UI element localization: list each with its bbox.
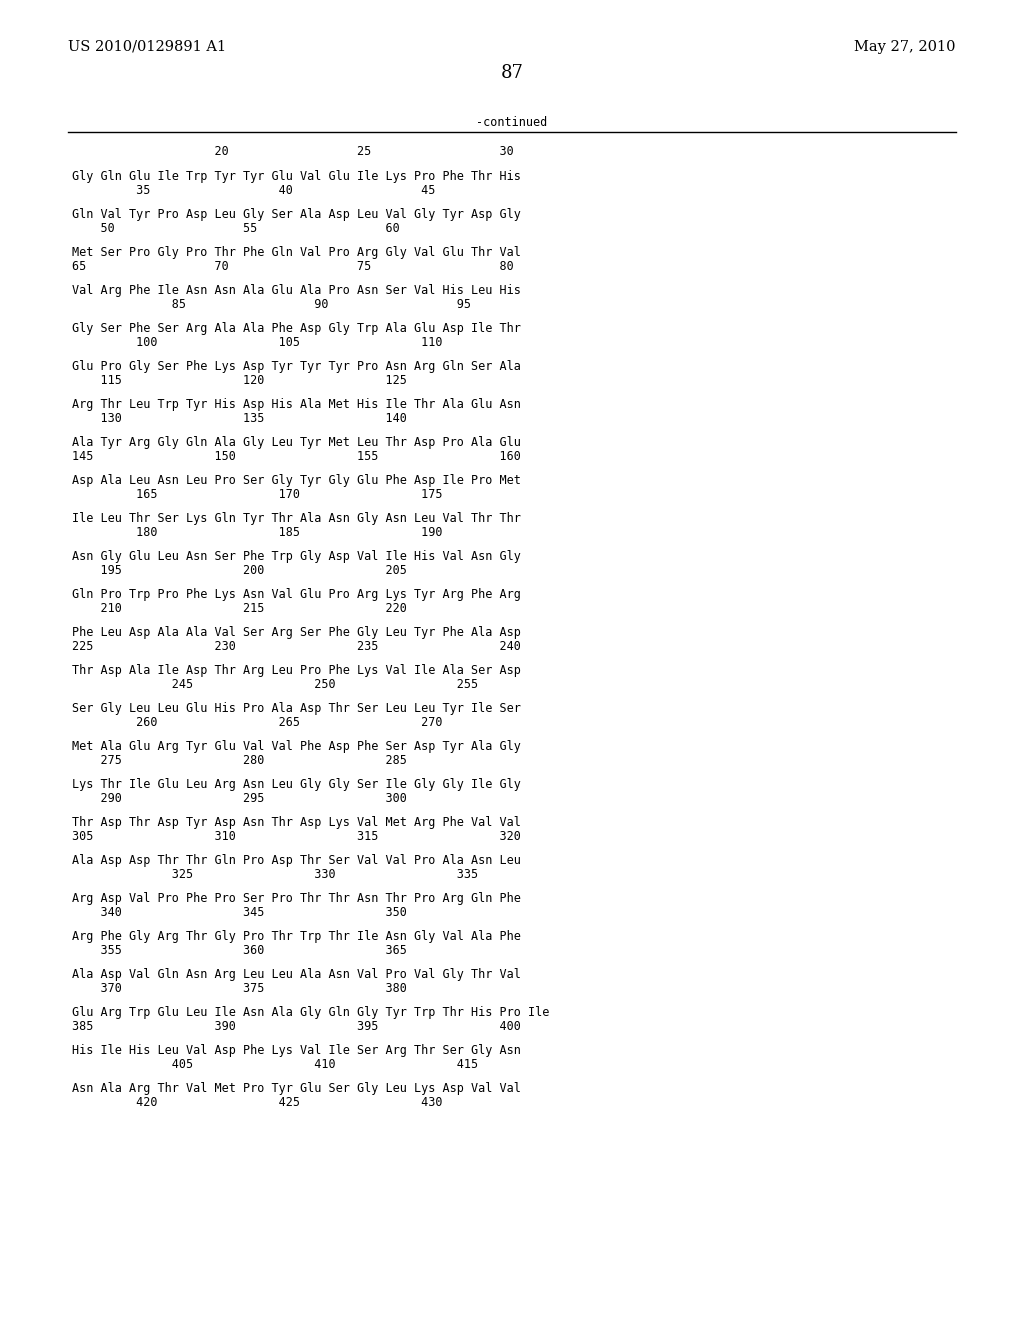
Text: 420                 425                 430: 420 425 430	[72, 1096, 442, 1109]
Text: Arg Phe Gly Arg Thr Gly Pro Thr Trp Thr Ile Asn Gly Val Ala Phe: Arg Phe Gly Arg Thr Gly Pro Thr Trp Thr …	[72, 931, 521, 942]
Text: 245                 250                 255: 245 250 255	[72, 677, 478, 690]
Text: 355                 360                 365: 355 360 365	[72, 944, 407, 957]
Text: 305                 310                 315                 320: 305 310 315 320	[72, 829, 521, 842]
Text: Val Arg Phe Ile Asn Asn Ala Glu Ala Pro Asn Ser Val His Leu His: Val Arg Phe Ile Asn Asn Ala Glu Ala Pro …	[72, 284, 521, 297]
Text: 385                 390                 395                 400: 385 390 395 400	[72, 1019, 521, 1032]
Text: 65                  70                  75                  80: 65 70 75 80	[72, 260, 514, 272]
Text: 20                  25                  30: 20 25 30	[72, 145, 514, 158]
Text: Glu Pro Gly Ser Phe Lys Asp Tyr Tyr Tyr Pro Asn Arg Gln Ser Ala: Glu Pro Gly Ser Phe Lys Asp Tyr Tyr Tyr …	[72, 360, 521, 374]
Text: 165                 170                 175: 165 170 175	[72, 487, 442, 500]
Text: Thr Asp Ala Ile Asp Thr Arg Leu Pro Phe Lys Val Ile Ala Ser Asp: Thr Asp Ala Ile Asp Thr Arg Leu Pro Phe …	[72, 664, 521, 677]
Text: Thr Asp Thr Asp Tyr Asp Asn Thr Asp Lys Val Met Arg Phe Val Val: Thr Asp Thr Asp Tyr Asp Asn Thr Asp Lys …	[72, 816, 521, 829]
Text: Arg Thr Leu Trp Tyr His Asp His Ala Met His Ile Thr Ala Glu Asn: Arg Thr Leu Trp Tyr His Asp His Ala Met …	[72, 399, 521, 411]
Text: Ala Tyr Arg Gly Gln Ala Gly Leu Tyr Met Leu Thr Asp Pro Ala Glu: Ala Tyr Arg Gly Gln Ala Gly Leu Tyr Met …	[72, 436, 521, 449]
Text: 35                  40                  45: 35 40 45	[72, 183, 435, 197]
Text: 130                 135                 140: 130 135 140	[72, 412, 407, 425]
Text: Ile Leu Thr Ser Lys Gln Tyr Thr Ala Asn Gly Asn Leu Val Thr Thr: Ile Leu Thr Ser Lys Gln Tyr Thr Ala Asn …	[72, 512, 521, 525]
Text: 85                  90                  95: 85 90 95	[72, 297, 471, 310]
Text: Ala Asp Asp Thr Thr Gln Pro Asp Thr Ser Val Val Pro Ala Asn Leu: Ala Asp Asp Thr Thr Gln Pro Asp Thr Ser …	[72, 854, 521, 867]
Text: 340                 345                 350: 340 345 350	[72, 906, 407, 919]
Text: Gln Pro Trp Pro Phe Lys Asn Val Glu Pro Arg Lys Tyr Arg Phe Arg: Gln Pro Trp Pro Phe Lys Asn Val Glu Pro …	[72, 587, 521, 601]
Text: 50                  55                  60: 50 55 60	[72, 222, 399, 235]
Text: Asn Ala Arg Thr Val Met Pro Tyr Glu Ser Gly Leu Lys Asp Val Val: Asn Ala Arg Thr Val Met Pro Tyr Glu Ser …	[72, 1082, 521, 1096]
Text: His Ile His Leu Val Asp Phe Lys Val Ile Ser Arg Thr Ser Gly Asn: His Ile His Leu Val Asp Phe Lys Val Ile …	[72, 1044, 521, 1057]
Text: 100                 105                 110: 100 105 110	[72, 335, 442, 348]
Text: May 27, 2010: May 27, 2010	[854, 40, 956, 54]
Text: Phe Leu Asp Ala Ala Val Ser Arg Ser Phe Gly Leu Tyr Phe Ala Asp: Phe Leu Asp Ala Ala Val Ser Arg Ser Phe …	[72, 626, 521, 639]
Text: 115                 120                 125: 115 120 125	[72, 374, 407, 387]
Text: 145                 150                 155                 160: 145 150 155 160	[72, 450, 521, 462]
Text: Lys Thr Ile Glu Leu Arg Asn Leu Gly Gly Ser Ile Gly Gly Ile Gly: Lys Thr Ile Glu Leu Arg Asn Leu Gly Gly …	[72, 777, 521, 791]
Text: Gly Gln Glu Ile Trp Tyr Tyr Glu Val Glu Ile Lys Pro Phe Thr His: Gly Gln Glu Ile Trp Tyr Tyr Glu Val Glu …	[72, 170, 521, 183]
Text: 87: 87	[501, 63, 523, 82]
Text: Gly Ser Phe Ser Arg Ala Ala Phe Asp Gly Trp Ala Glu Asp Ile Thr: Gly Ser Phe Ser Arg Ala Ala Phe Asp Gly …	[72, 322, 521, 335]
Text: 260                 265                 270: 260 265 270	[72, 715, 442, 729]
Text: Gln Val Tyr Pro Asp Leu Gly Ser Ala Asp Leu Val Gly Tyr Asp Gly: Gln Val Tyr Pro Asp Leu Gly Ser Ala Asp …	[72, 209, 521, 220]
Text: Met Ser Pro Gly Pro Thr Phe Gln Val Pro Arg Gly Val Glu Thr Val: Met Ser Pro Gly Pro Thr Phe Gln Val Pro …	[72, 246, 521, 259]
Text: Glu Arg Trp Glu Leu Ile Asn Ala Gly Gln Gly Tyr Trp Thr His Pro Ile: Glu Arg Trp Glu Leu Ile Asn Ala Gly Gln …	[72, 1006, 549, 1019]
Text: 225                 230                 235                 240: 225 230 235 240	[72, 639, 521, 652]
Text: 195                 200                 205: 195 200 205	[72, 564, 407, 577]
Text: 180                 185                 190: 180 185 190	[72, 525, 442, 539]
Text: 405                 410                 415: 405 410 415	[72, 1057, 478, 1071]
Text: US 2010/0129891 A1: US 2010/0129891 A1	[68, 40, 226, 54]
Text: -continued: -continued	[476, 116, 548, 128]
Text: Arg Asp Val Pro Phe Pro Ser Pro Thr Thr Asn Thr Pro Arg Gln Phe: Arg Asp Val Pro Phe Pro Ser Pro Thr Thr …	[72, 892, 521, 906]
Text: Asp Ala Leu Asn Leu Pro Ser Gly Tyr Gly Glu Phe Asp Ile Pro Met: Asp Ala Leu Asn Leu Pro Ser Gly Tyr Gly …	[72, 474, 521, 487]
Text: 370                 375                 380: 370 375 380	[72, 982, 407, 994]
Text: 210                 215                 220: 210 215 220	[72, 602, 407, 615]
Text: 325                 330                 335: 325 330 335	[72, 867, 478, 880]
Text: 275                 280                 285: 275 280 285	[72, 754, 407, 767]
Text: Met Ala Glu Arg Tyr Glu Val Val Phe Asp Phe Ser Asp Tyr Ala Gly: Met Ala Glu Arg Tyr Glu Val Val Phe Asp …	[72, 741, 521, 752]
Text: Ala Asp Val Gln Asn Arg Leu Leu Ala Asn Val Pro Val Gly Thr Val: Ala Asp Val Gln Asn Arg Leu Leu Ala Asn …	[72, 968, 521, 981]
Text: 290                 295                 300: 290 295 300	[72, 792, 407, 804]
Text: Asn Gly Glu Leu Asn Ser Phe Trp Gly Asp Val Ile His Val Asn Gly: Asn Gly Glu Leu Asn Ser Phe Trp Gly Asp …	[72, 550, 521, 564]
Text: Ser Gly Leu Leu Glu His Pro Ala Asp Thr Ser Leu Leu Tyr Ile Ser: Ser Gly Leu Leu Glu His Pro Ala Asp Thr …	[72, 702, 521, 715]
